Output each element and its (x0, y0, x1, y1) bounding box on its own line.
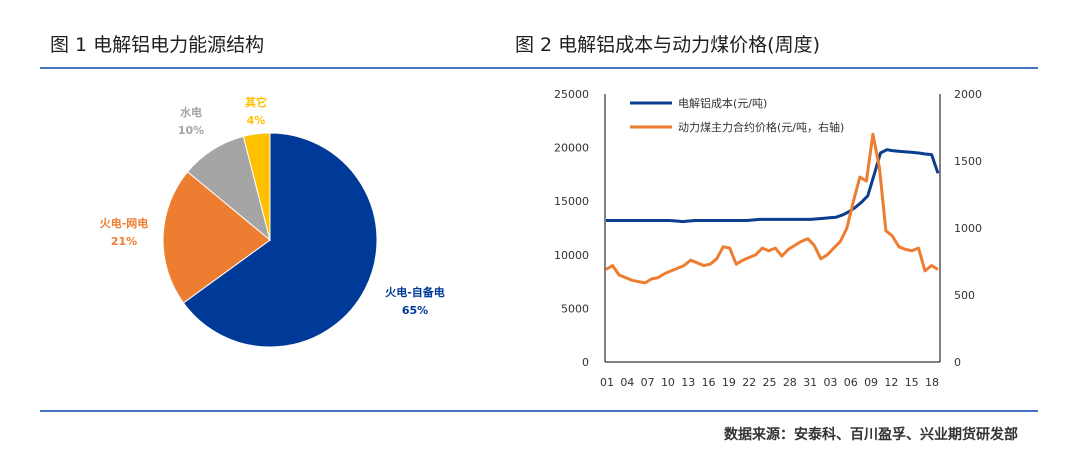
x-tick-label: 03 (823, 376, 837, 389)
x-tick-label: 07 (641, 376, 655, 389)
y-left-tick-label: 10000 (554, 249, 589, 262)
x-tick-label: 16 (702, 376, 716, 389)
x-tick-label: 31 (803, 376, 817, 389)
data-source: 数据来源：安泰科、百川盈孚、兴业期货研发部 (724, 427, 1018, 443)
series-line (605, 132, 939, 285)
pie-slice-value: 21% (111, 235, 137, 248)
pie-slice-label: 其它 (245, 95, 267, 109)
y-left-tick-label: 25000 (554, 88, 589, 101)
x-tick-label: 06 (844, 376, 858, 389)
pie-slice-value: 10% (178, 124, 204, 137)
figure1-title: 图 1 电解铝电力能源结构 (50, 34, 265, 56)
line-chart: 0 5000 10000 15000 20000 25000 0 500 1000 1500 200… (554, 88, 982, 389)
x-tick-label: 01 (600, 376, 614, 389)
x-tick-label: 18 (925, 376, 939, 389)
x-tick-label: 10 (661, 376, 675, 389)
pie-slice-label: 水电 (180, 105, 202, 119)
x-tick-label: 13 (681, 376, 695, 389)
y-right-tick-label: 1500 (954, 155, 982, 168)
y-right-tick-label: 1000 (954, 222, 982, 235)
figure2-title: 图 2 电解铝成本与动力煤价格(周度) (515, 34, 820, 56)
x-tick-label: 28 (783, 376, 797, 389)
series-line (606, 148, 940, 224)
pie-slice-value: 4% (247, 114, 266, 127)
y-right-tick-label: 0 (954, 356, 961, 369)
x-tick-label: 09 (864, 376, 878, 389)
y-right-tick-label: 2000 (954, 88, 982, 101)
x-tick-label: 25 (763, 376, 777, 389)
y-left-tick-label: 15000 (554, 195, 589, 208)
x-tick-label: 22 (742, 376, 756, 389)
legend-label: 动力煤主力合约价格(元/吨，右轴) (678, 120, 844, 134)
pie-slice-label: 火电-网电 (100, 216, 149, 230)
pie-slice (162, 171, 271, 304)
pie-slice (182, 132, 378, 348)
x-tick-label: 12 (884, 376, 898, 389)
x-tick-label: 19 (722, 376, 736, 389)
pie-slice-label: 火电-自备电 (385, 285, 445, 299)
y-left-tick-label: 20000 (554, 142, 589, 155)
y-left-tick-label: 0 (582, 356, 589, 369)
legend-label: 电解铝成本(元/吨) (678, 96, 767, 110)
pie-slice-value: 65% (402, 304, 428, 317)
y-left-tick-label: 5000 (561, 302, 589, 315)
top-divider (40, 67, 1038, 69)
bottom-divider (40, 410, 1038, 412)
x-tick-label: 04 (620, 376, 634, 389)
x-tick-label: 15 (905, 376, 919, 389)
pie-slice (242, 132, 271, 241)
y-right-tick-label: 500 (954, 289, 975, 302)
pie-chart: 火电-自备电 65% 火电-网电 21% 水电 10% 其它 4% (100, 95, 445, 348)
